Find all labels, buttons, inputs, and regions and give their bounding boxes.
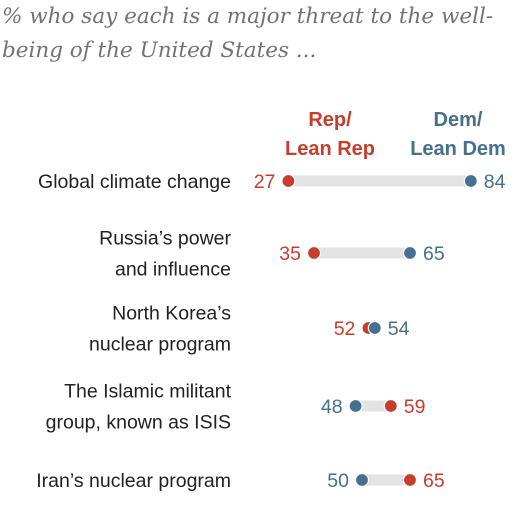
rep-dot xyxy=(281,173,296,189)
dem-value-label: 84 xyxy=(484,171,506,193)
category-label: group, known as ISIS xyxy=(46,412,231,434)
category-label: The Islamic militant xyxy=(64,381,231,403)
chart-title: % who say each is a major threat to the … xyxy=(2,4,494,63)
category-label: Iran’s nuclear program xyxy=(36,470,231,492)
rep-dot xyxy=(402,472,418,488)
rep-value-label: 59 xyxy=(404,396,426,418)
rep-value-label: 27 xyxy=(254,171,276,193)
dem-dot xyxy=(463,173,478,189)
dem-dot xyxy=(348,398,363,414)
legend-rep-label: Rep/ xyxy=(308,109,352,131)
dem-value-label: 54 xyxy=(388,318,410,340)
category-label: Global climate change xyxy=(38,171,231,193)
rep-value-label: 65 xyxy=(423,470,445,492)
rep-value-label: 35 xyxy=(279,243,301,265)
rep-dot xyxy=(383,398,398,414)
legend-dem-label: Dem/ xyxy=(434,109,483,131)
rep-value-label: 52 xyxy=(334,318,356,340)
dem-value-label: 65 xyxy=(423,243,445,265)
category-label: Russia’s power xyxy=(99,228,231,250)
rep-dot xyxy=(306,245,322,261)
category-label: nuclear program xyxy=(89,334,231,356)
category-label: and influence xyxy=(115,259,231,281)
category-label: North Korea’s xyxy=(112,303,231,325)
dem-dot xyxy=(402,245,418,261)
legend-dem-label: Lean Dem xyxy=(410,138,506,160)
dem-dot xyxy=(354,472,370,488)
dem-dot xyxy=(367,320,382,336)
legend-rep-label: Lean Rep xyxy=(285,138,375,160)
dem-value-label: 50 xyxy=(327,470,349,492)
dem-value-label: 48 xyxy=(321,396,343,418)
